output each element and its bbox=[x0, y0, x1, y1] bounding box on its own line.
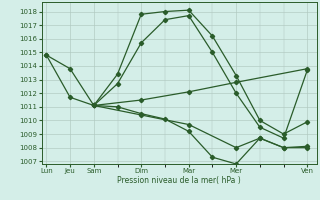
X-axis label: Pression niveau de la mer( hPa ): Pression niveau de la mer( hPa ) bbox=[117, 176, 241, 185]
